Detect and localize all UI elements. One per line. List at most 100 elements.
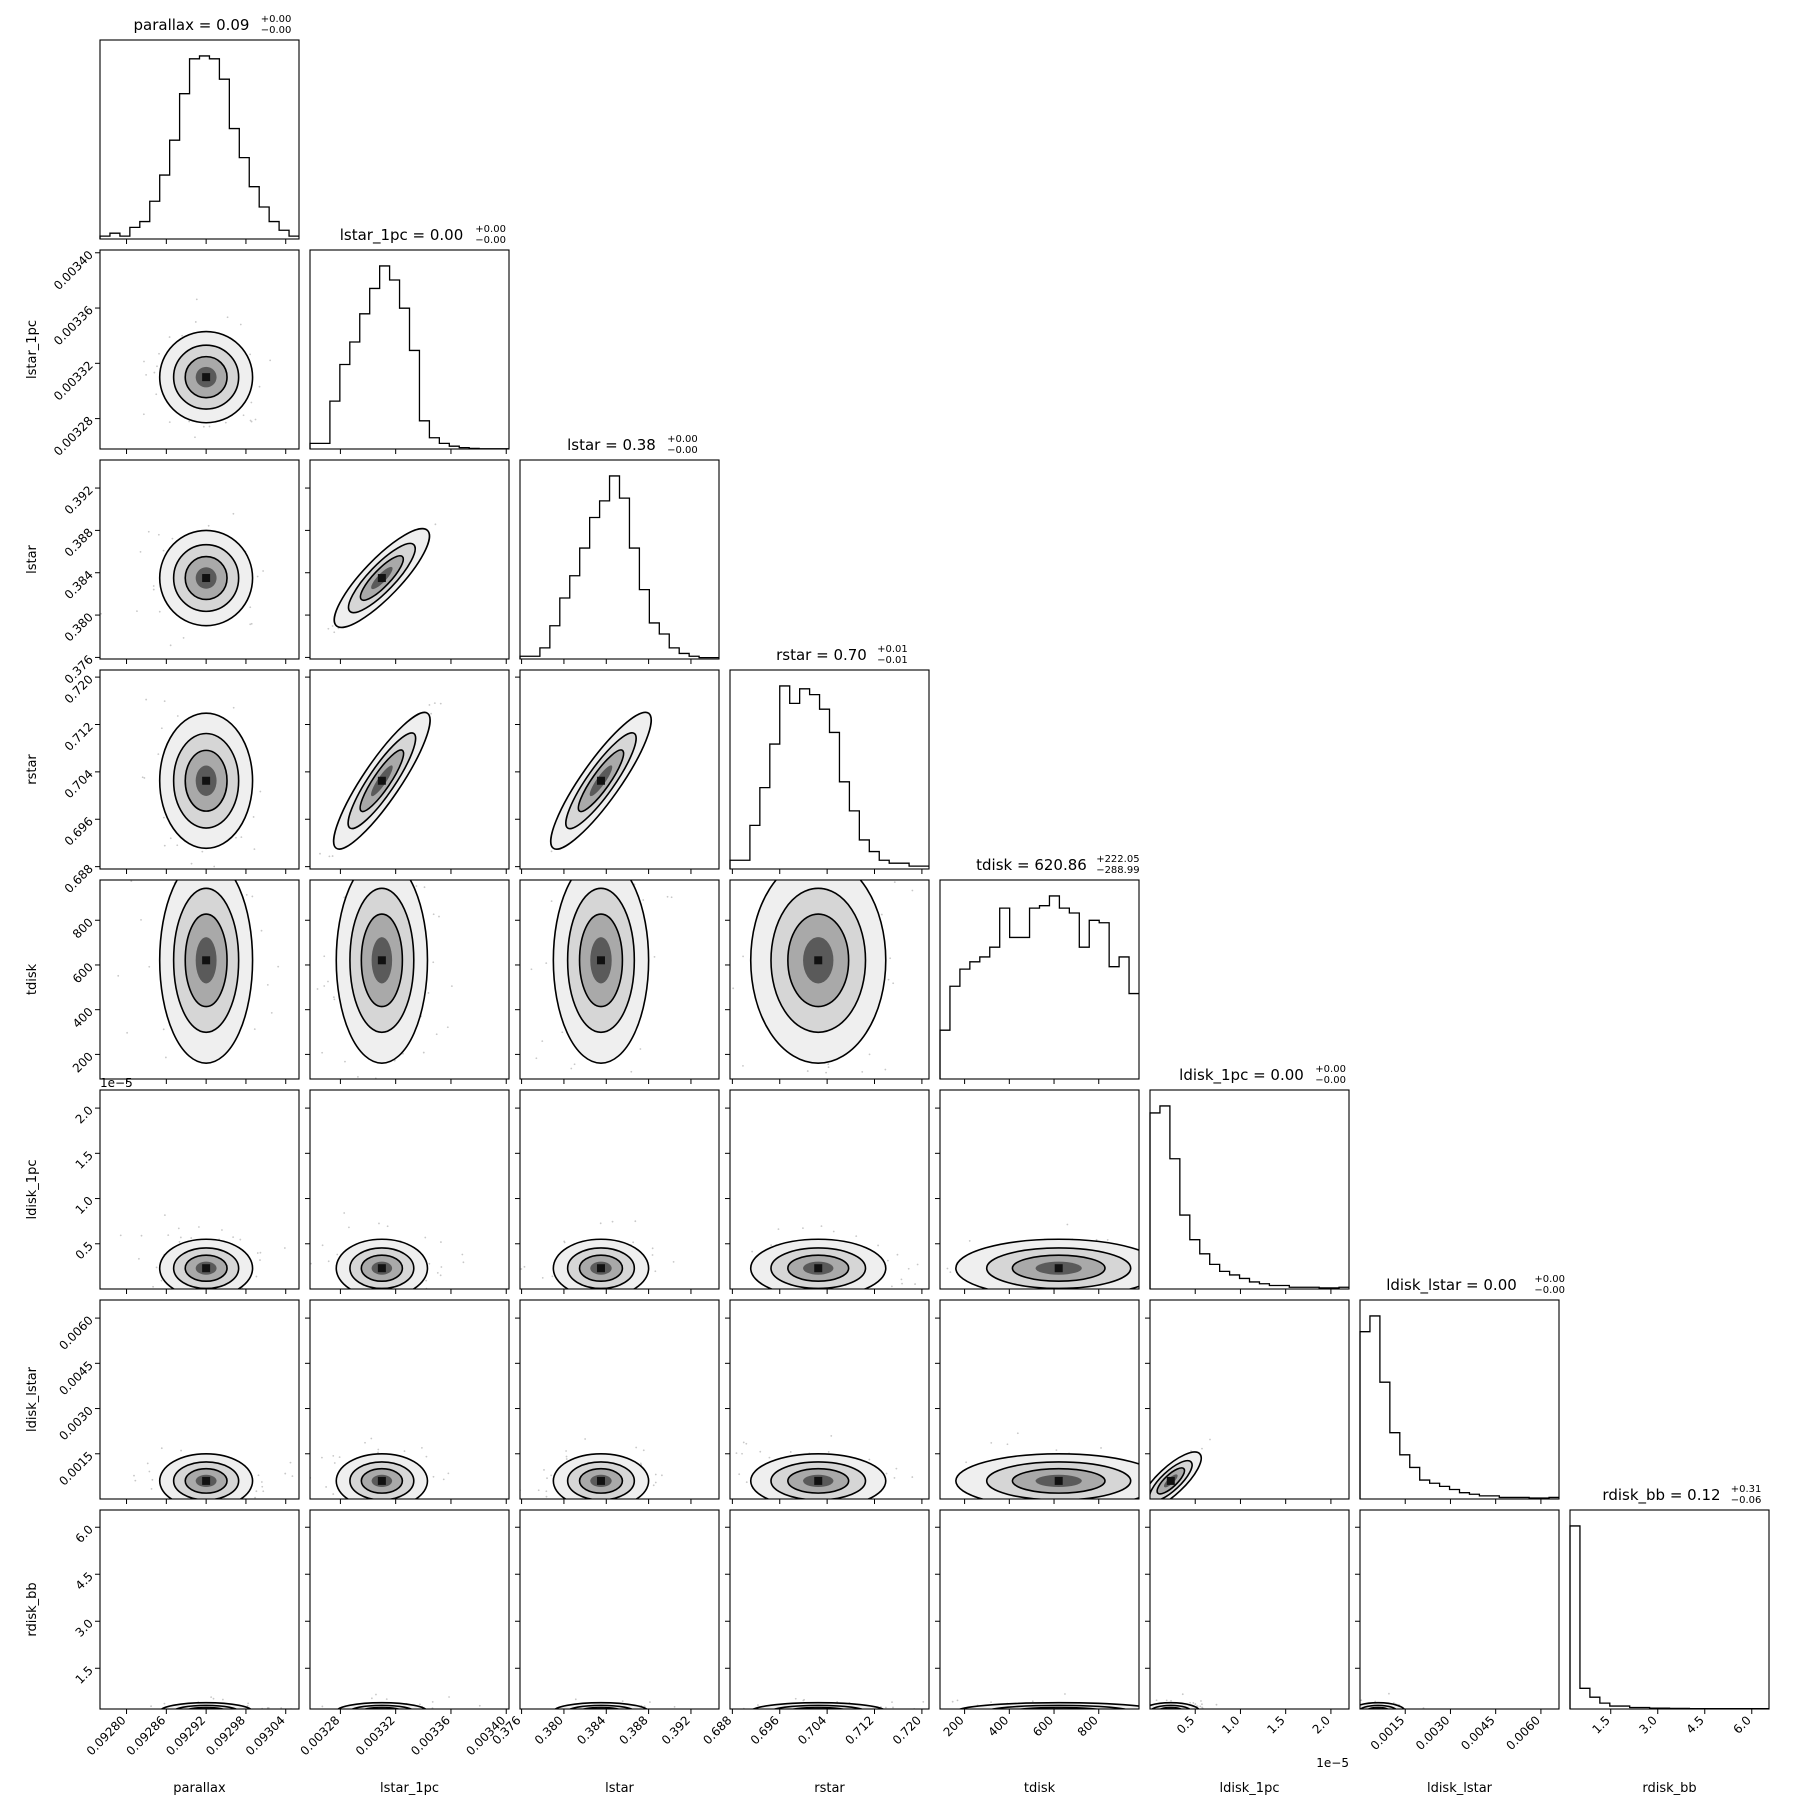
density-panel-rdisk_bb-vs-ldisk_lstar [1355,1509,1560,1714]
x-axis-label-ldisk_lstar: ldisk_lstar [1427,1781,1493,1796]
histogram-panel-ldisk_lstar [1359,1299,1560,1504]
title-sub: −0.00 [475,235,506,246]
title-main: ldisk_1pc = 0.00 [1179,1066,1304,1085]
histogram-panel-parallax [99,39,300,244]
density-panel-ldisk_lstar-vs-ldisk_1pc [1145,1299,1350,1504]
y-axis-label-ldisk_lstar: ldisk_lstar [25,1366,40,1432]
panel-title-lstar_1pc: lstar_1pc = 0.00 +0.00−0.00 [340,224,506,246]
title-sup: +0.00 [261,14,292,25]
panel-title-parallax: parallax = 0.09 +0.00−0.00 [134,14,292,36]
x-axis-label-lstar_1pc: lstar_1pc [380,1781,439,1796]
panel-frame [939,1299,1140,1500]
density-panel-tdisk-vs-lstar [515,879,720,1084]
density-panel-ldisk_lstar-vs-tdisk [935,1299,1140,1504]
x-tick-label: 1.0 [1219,1713,1242,1736]
title-main: parallax = 0.09 [134,16,250,34]
density-panel-rstar-vs-lstar_1pc [305,669,510,874]
y-tick-label: 0.0030 [56,1404,96,1444]
y-tick-label: 1.5 [73,1148,96,1171]
title-sup: +0.31 [1731,1484,1762,1495]
panel-frame [309,249,510,450]
y-tick-label: 0.00336 [51,303,96,348]
histogram-step-rdisk_bb [1569,1525,1769,1710]
title-sub: −0.00 [1534,1285,1565,1296]
panel-frame [519,1089,720,1290]
x-axis-label-ldisk_1pc: ldisk_1pc [1220,1781,1280,1796]
histogram-step-rstar [729,685,929,869]
y-tick-label: 0.712 [62,720,96,754]
y-tick-label: 3.0 [73,1616,96,1639]
title-sup: +0.01 [877,644,908,655]
density-panel-rdisk_bb-vs-parallax [95,1509,300,1714]
histogram-panel-ldisk_1pc [1149,1089,1350,1294]
panel-frame [519,1509,720,1710]
x-tick-label: 0.00328 [298,1713,343,1758]
panel-title-rstar: rstar = 0.70 +0.01−0.01 [776,644,908,666]
y-tick-label: 2.0 [73,1103,96,1126]
x-tick-label: 0.380 [532,1713,566,1747]
density-panel-ldisk_lstar-vs-rstar [725,1299,930,1504]
density-panel-lstar-vs-lstar_1pc [305,459,510,664]
x-tick-label: 0.392 [659,1713,693,1747]
panel-frame [519,1299,720,1500]
panel-frame [1569,1509,1770,1710]
histogram-step-parallax [99,55,299,239]
y-tick-label: 4.5 [73,1569,96,1592]
y-tick-label: 200 [70,1049,96,1075]
density-panel-rdisk_bb-vs-rstar [725,1509,930,1714]
x-tick-label: 800 [1075,1713,1101,1739]
x-tick-label: 0.388 [617,1713,651,1747]
panel-frame [99,1089,300,1290]
panel-frame [309,879,510,1080]
panel-title-lstar: lstar = 0.38 +0.00−0.00 [567,434,698,456]
x-tick-label: 0.712 [842,1713,876,1747]
panel-frame [519,879,720,1080]
y-tick-label: 0.388 [62,525,96,559]
panel-frame [729,1299,930,1500]
y-axis-label-tdisk: tdisk [25,963,40,995]
x-tick-label: 0.696 [748,1713,782,1747]
histogram-step-lstar [519,475,719,659]
panel-frame [729,879,930,1080]
x-tick-label: 3.0 [1636,1713,1659,1736]
y-tick-label: 0.380 [62,610,96,644]
x-tick-label: 0.5 [1174,1713,1197,1736]
y-tick-label: 1.5 [73,1663,96,1686]
x-tick-label: 0.688 [700,1713,734,1747]
density-panel-ldisk_lstar-vs-lstar [515,1299,720,1504]
y-tick-label: 0.0015 [56,1449,96,1489]
title-sup: +0.00 [1315,1064,1346,1075]
title-sub: −0.06 [1731,1495,1762,1506]
title-sub: −0.00 [1315,1075,1346,1086]
panel-frame [729,1509,930,1710]
density-panel-rstar-vs-lstar [515,669,720,874]
density-panel-rdisk_bb-vs-lstar_1pc [305,1509,510,1714]
panel-frame [729,669,930,870]
x-axis-label-tdisk: tdisk [1024,1781,1056,1796]
x-offset-text: 1e−5 [1316,1756,1349,1770]
x-axis-label-rdisk_bb: rdisk_bb [1642,1781,1696,1796]
panel-frame [99,459,300,660]
y-tick-label: 0.0045 [56,1358,96,1398]
panel-frame [309,1299,510,1500]
y-tick-label: 0.00328 [51,414,96,459]
panel-frame [309,1089,510,1290]
histogram-panel-lstar [519,459,720,664]
density-panel-rdisk_bb-vs-lstar [515,1509,720,1714]
x-tick-label: 0.0060 [1503,1713,1543,1753]
density-panel-ldisk_1pc-vs-lstar [515,1089,720,1294]
x-tick-label: 0.00332 [353,1713,398,1758]
density-panel-ldisk_lstar-vs-lstar_1pc [305,1299,510,1504]
y-tick-label: 600 [70,960,96,986]
x-axis-label-rstar: rstar [814,1781,845,1796]
y-tick-label: 0.392 [62,483,96,517]
x-tick-label: 200 [941,1713,967,1739]
y-tick-label: 0.5 [73,1239,96,1262]
histogram-step-lstar_1pc [309,265,509,450]
histogram-panel-tdisk [939,879,1140,1084]
x-tick-label: 0.384 [574,1713,608,1747]
title-sup: +222.05 [1096,854,1139,865]
y-axis-label-ldisk_1pc: ldisk_1pc [25,1160,40,1220]
y-tick-label: 0.00332 [51,358,96,403]
